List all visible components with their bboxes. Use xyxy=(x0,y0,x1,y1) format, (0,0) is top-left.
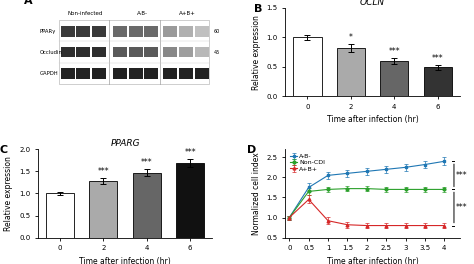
Bar xyxy=(144,47,158,57)
Text: ***: *** xyxy=(184,148,196,157)
Bar xyxy=(113,47,127,57)
Bar xyxy=(195,47,209,57)
Title: OCLN: OCLN xyxy=(360,0,385,7)
Bar xyxy=(293,37,321,96)
Bar xyxy=(61,26,74,37)
Bar xyxy=(195,68,209,79)
Text: ***: *** xyxy=(141,158,153,167)
Bar xyxy=(128,26,143,37)
Legend: A-B-, Non-CDI, A+B+: A-B-, Non-CDI, A+B+ xyxy=(289,152,327,173)
Bar xyxy=(164,26,177,37)
Text: A+B+: A+B+ xyxy=(179,11,196,16)
Text: 60: 60 xyxy=(214,29,220,34)
X-axis label: Time after infection (hr): Time after infection (hr) xyxy=(327,115,419,124)
Bar xyxy=(337,48,365,96)
Bar xyxy=(113,26,127,37)
Bar xyxy=(61,68,74,79)
Bar xyxy=(128,68,143,79)
Y-axis label: Relative expression: Relative expression xyxy=(252,15,261,89)
Text: ***: *** xyxy=(456,171,467,180)
Bar xyxy=(195,26,209,37)
Text: Occludin: Occludin xyxy=(40,50,63,55)
Bar xyxy=(46,194,74,238)
Text: 45: 45 xyxy=(214,50,220,55)
Text: D: D xyxy=(247,145,256,155)
Bar xyxy=(179,47,193,57)
Bar xyxy=(61,47,74,57)
Bar xyxy=(179,68,193,79)
Bar xyxy=(92,68,106,79)
Text: ***: *** xyxy=(456,203,467,212)
Text: ***: *** xyxy=(98,167,109,176)
Text: GAPDH: GAPDH xyxy=(40,71,58,76)
Bar xyxy=(380,61,409,96)
Bar xyxy=(59,20,209,84)
Bar xyxy=(133,173,161,238)
Y-axis label: Normalized cell index: Normalized cell index xyxy=(252,152,261,235)
Text: *: * xyxy=(349,33,353,42)
Bar xyxy=(424,67,452,96)
Text: A-B-: A-B- xyxy=(137,11,148,16)
Text: A: A xyxy=(24,0,33,6)
Bar xyxy=(89,181,118,238)
X-axis label: Time after infection (hr): Time after infection (hr) xyxy=(327,257,419,264)
Text: ***: *** xyxy=(432,54,444,63)
Text: B: B xyxy=(254,3,263,13)
Bar xyxy=(76,47,90,57)
Bar xyxy=(164,47,177,57)
Bar xyxy=(92,47,106,57)
Text: ***: *** xyxy=(389,47,400,56)
Bar xyxy=(76,68,90,79)
Bar xyxy=(113,68,127,79)
Bar xyxy=(128,47,143,57)
Bar xyxy=(144,68,158,79)
X-axis label: Time after infection (hr): Time after infection (hr) xyxy=(79,257,171,264)
Text: Non-infected: Non-infected xyxy=(67,11,103,16)
Bar xyxy=(92,26,106,37)
Bar xyxy=(164,68,177,79)
Bar xyxy=(76,26,90,37)
Bar xyxy=(176,163,204,238)
Text: C: C xyxy=(0,145,8,155)
Bar xyxy=(179,26,193,37)
Text: PPARγ: PPARγ xyxy=(40,29,56,34)
Bar xyxy=(144,26,158,37)
Title: PPARG: PPARG xyxy=(110,139,140,148)
Y-axis label: Relative expression: Relative expression xyxy=(4,156,13,231)
